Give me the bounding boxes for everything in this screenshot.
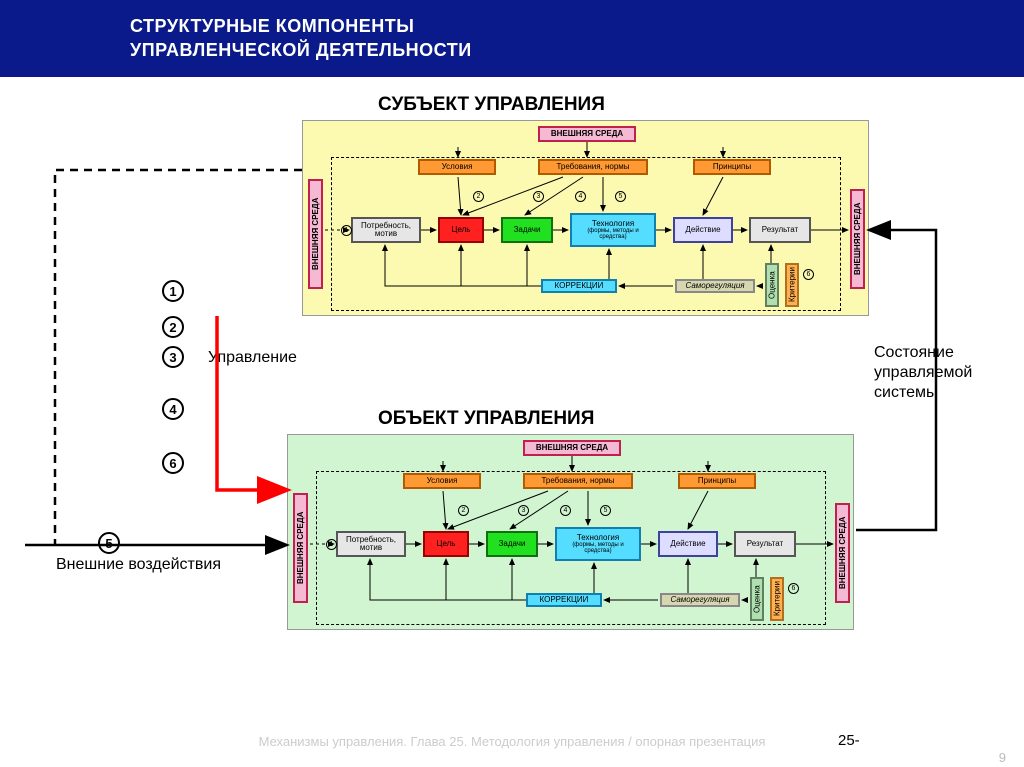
node-действие: Действие	[673, 217, 733, 243]
label-state3: системы	[874, 384, 937, 402]
subject-panel: ВНЕШНЯЯ СРЕДА ВНЕШНЯЯ СРЕДА ВНЕШНЯЯ СРЕДА У…	[302, 120, 869, 316]
object-panel: ВНЕШНЯЯ СРЕДА ВНЕШНЯЯ СРЕДА ВНЕШНЯЯ СРЕДА У…	[287, 434, 854, 630]
node-саморегуляция: Саморегуляция	[660, 593, 740, 607]
inner-circle-3: 3	[518, 505, 529, 516]
node-саморегуляция: Саморегуляция	[675, 279, 755, 293]
node-потребность-мотив: Потребность, мотив	[336, 531, 406, 557]
inner-circle-6: 6	[788, 583, 799, 594]
node-требования-нормы: Требования, нормы	[538, 159, 648, 175]
label-state2: управляемой	[874, 364, 972, 382]
circle-3: 3	[162, 346, 184, 368]
node-коррекции: КОРРЕКЦИИ	[541, 279, 617, 293]
inner-circle-4: 4	[575, 191, 586, 202]
inner-circle-5: 5	[615, 191, 626, 202]
node-действие: Действие	[658, 531, 718, 557]
label-management: Управление	[208, 349, 297, 367]
subject-title: СУБЪЕКТ УПРАВЛЕНИЯ	[378, 94, 605, 116]
node-внешняя-среда: ВНЕШНЯЯ СРЕДА	[523, 440, 621, 456]
circle-2: 2	[162, 316, 184, 338]
vbox-оценка: Оценка	[765, 263, 779, 307]
node-потребность-мотив: Потребность, мотив	[351, 217, 421, 243]
node-technology: Технология(формы, методы и средства)	[570, 213, 656, 247]
node-условия: Условия	[418, 159, 496, 175]
inner-circle-6: 6	[803, 269, 814, 280]
node-условия: Условия	[403, 473, 481, 489]
object-title: ОБЪЕКТ УПРАВЛЕНИЯ	[378, 408, 594, 430]
header-line1: СТРУКТУРНЫЕ КОМПОНЕНТЫ	[130, 14, 1006, 38]
vbox-критерии: Критерии	[785, 263, 799, 307]
side-env-label: ВНЕШНЯЯ СРЕДА	[850, 189, 865, 289]
node-technology: Технология(формы, методы и средства)	[555, 527, 641, 561]
label-state1: Состояние	[874, 344, 954, 362]
node-внешняя-среда: ВНЕШНЯЯ СРЕДА	[538, 126, 636, 142]
label-external: Внешние воздействия	[56, 556, 221, 574]
inner-circle-4: 4	[560, 505, 571, 516]
footer-text: Механизмы управления. Глава 25. Методоло…	[0, 734, 1024, 749]
page-number: 25-	[838, 732, 860, 749]
node-цель: Цель	[438, 217, 484, 243]
node-задачи: Задачи	[501, 217, 553, 243]
inner-circle-3: 3	[533, 191, 544, 202]
page-header: СТРУКТУРНЫЕ КОМПОНЕНТЫ УПРАВЛЕНЧЕСКОЙ ДЕ…	[0, 0, 1024, 77]
side-env-label: ВНЕШНЯЯ СРЕДА	[835, 503, 850, 603]
circle-1: 1	[162, 280, 184, 302]
inner-circle-1: 1	[326, 539, 337, 550]
node-коррекции: КОРРЕКЦИИ	[526, 593, 602, 607]
node-требования-нормы: Требования, нормы	[523, 473, 633, 489]
vbox-критерии: Критерии	[770, 577, 784, 621]
node-задачи: Задачи	[486, 531, 538, 557]
inner-circle-1: 1	[341, 225, 352, 236]
node-результат: Результат	[734, 531, 796, 557]
header-line2: УПРАВЛЕНЧЕСКОЙ ДЕЯТЕЛЬНОСТИ	[130, 38, 1006, 62]
node-результат: Результат	[749, 217, 811, 243]
side-env-label: ВНЕШНЯЯ СРЕДА	[308, 179, 323, 289]
inner-circle-2: 2	[473, 191, 484, 202]
inner-circle-5: 5	[600, 505, 611, 516]
circle-6: 6	[162, 452, 184, 474]
circle-5: 5	[98, 532, 120, 554]
node-принципы: Принципы	[678, 473, 756, 489]
side-env-label: ВНЕШНЯЯ СРЕДА	[293, 493, 308, 603]
inner-circle-2: 2	[458, 505, 469, 516]
circle-4: 4	[162, 398, 184, 420]
vbox-оценка: Оценка	[750, 577, 764, 621]
slide-number: 9	[999, 750, 1006, 765]
node-цель: Цель	[423, 531, 469, 557]
node-принципы: Принципы	[693, 159, 771, 175]
